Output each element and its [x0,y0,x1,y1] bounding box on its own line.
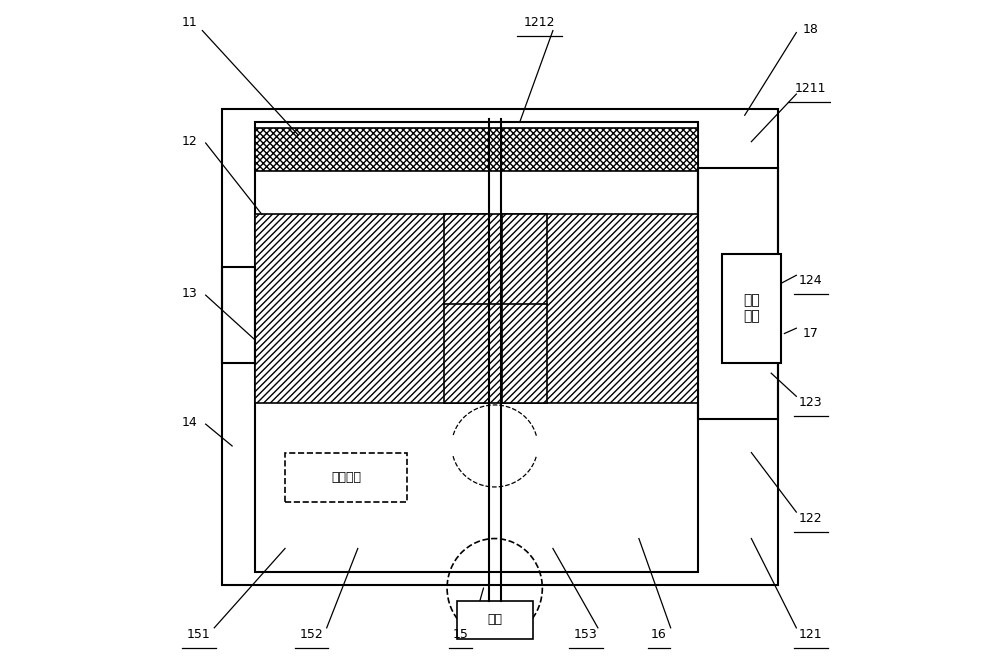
Text: 控制
装置: 控制 装置 [743,293,760,323]
Bar [444,214,489,403]
Text: 1211: 1211 [795,82,827,95]
Text: 11: 11 [181,16,197,29]
Text: 12: 12 [181,135,197,148]
Text: 122: 122 [799,512,823,525]
Text: 123: 123 [799,396,823,410]
Bar [502,214,547,403]
Bar [222,267,255,364]
Text: 泵体: 泵体 [487,614,502,626]
Text: 151: 151 [187,628,211,641]
Text: 1212: 1212 [524,16,555,29]
Text: 搅拌装置: 搅拌装置 [332,470,362,484]
Bar [457,601,533,639]
Text: 13: 13 [181,287,197,300]
Bar [222,109,778,585]
Text: 153: 153 [574,628,598,641]
Bar [698,168,778,420]
Text: 16: 16 [651,628,667,641]
Text: 121: 121 [799,628,823,641]
Bar [722,254,781,364]
Text: 17: 17 [803,327,819,340]
Bar [255,214,698,403]
Text: 15: 15 [452,628,468,641]
Text: 18: 18 [803,23,819,36]
Bar [255,129,698,171]
Bar [285,453,407,502]
Text: 152: 152 [300,628,323,641]
Text: 124: 124 [799,274,823,287]
Bar [255,122,698,572]
Text: 14: 14 [181,416,197,430]
